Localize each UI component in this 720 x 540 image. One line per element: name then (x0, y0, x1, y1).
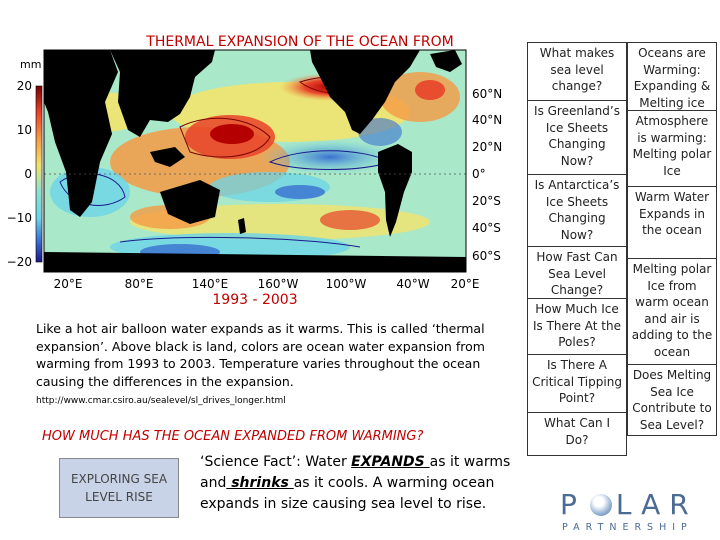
lon-label: 80°E (125, 277, 154, 291)
fact-expands: EXPANDS (351, 454, 430, 470)
fact-shrinks: shrinks (226, 475, 294, 491)
map-frame (43, 49, 467, 273)
fact-text: as it cools. A warming ocean expands in … (200, 475, 495, 512)
nav-item[interactable]: How Much Ice Is There At the Poles? (528, 299, 626, 355)
nav-item[interactable]: What Can I Do? (543, 416, 611, 447)
colorbar-tick: −20 (7, 255, 32, 269)
logo-letters: LAR (615, 488, 698, 521)
lon-label: 20°E (451, 277, 480, 291)
lon-label: 160°W (258, 277, 299, 291)
nav-item[interactable]: Melting polar Ice from warm ocean and ai… (628, 259, 716, 365)
nav-item[interactable]: Is Greenland’s Ice Sheets Changing Now? (528, 101, 626, 175)
lon-label: 20°E (54, 277, 83, 291)
nav-item[interactable]: Warm Water Expands in the ocean (628, 187, 716, 259)
lat-label: 60°N (472, 87, 502, 101)
nav-item[interactable]: What makes sea level change? (528, 43, 626, 101)
source-link[interactable]: http://www.cmar.csiro.au/sealevel/sl_dri… (36, 396, 286, 406)
nav-item[interactable]: Does Melting Sea Ice Contribute to Sea L… (632, 368, 712, 432)
section-question: HOW MUCH HAS THE OCEAN EXPANDED FROM WAR… (42, 429, 424, 444)
year-range: 1993 - 2003 (212, 292, 298, 308)
globe-icon (589, 494, 612, 516)
lat-label: 40°S (472, 221, 501, 235)
fact-text: : Water (296, 454, 352, 470)
polar-partnership-logo: P LAR PARTNERSHIP (560, 488, 710, 538)
logo-letter: P (560, 488, 586, 521)
colorbar-tick: −10 (7, 211, 32, 225)
map-description: Like a hot air balloon water expands as … (36, 321, 485, 389)
colorbar-tick: 0 (24, 167, 32, 181)
colorbar-tick: 20 (17, 79, 32, 93)
logo-subtitle: PARTNERSHIP (562, 522, 693, 533)
fact-text: as it warms and (200, 454, 511, 491)
nav-item[interactable]: Oceans are Warming: Expanding & Melting … (628, 43, 716, 111)
exploring-sea-level-rise-button[interactable]: EXPLORING SEA LEVEL RISE (59, 458, 179, 518)
lat-label: 20°N (472, 140, 502, 154)
nav-column-topics: Oceans are Warming: Expanding & Melting … (627, 42, 717, 436)
colorbar (35, 85, 43, 263)
lat-label: 60°S (472, 249, 501, 263)
lon-label: 140°E (192, 277, 229, 291)
nav-item[interactable]: How Fast Can Sea Level Change? (528, 247, 626, 299)
lon-label: 100°W (326, 277, 367, 291)
science-fact: ‘Science Fact’: Water EXPANDS as it warm… (200, 452, 520, 515)
nav-column-questions: What makes sea level change? Is Greenlan… (527, 42, 627, 456)
thermal-expansion-map: mm yr-1 20 10 0 −10 −20 (0, 42, 525, 300)
lat-label: 40°N (472, 113, 502, 127)
nav-item[interactable]: Is There A Critical Tipping Point? (528, 355, 626, 413)
lat-label: 0° (472, 167, 486, 181)
exploring-button-label: EXPLORING SEA LEVEL RISE (70, 472, 168, 504)
lon-label: 40°W (396, 277, 429, 291)
lat-label: 20°S (472, 194, 501, 208)
fact-lead: ‘Science Fact’ (200, 454, 297, 470)
colorbar-tick: 10 (17, 123, 32, 137)
nav-item[interactable]: Is Antarctica’s Ice Sheets Changing Now? (528, 175, 626, 247)
nav-item[interactable]: Atmosphere is warming: Melting polar Ice (628, 111, 716, 187)
